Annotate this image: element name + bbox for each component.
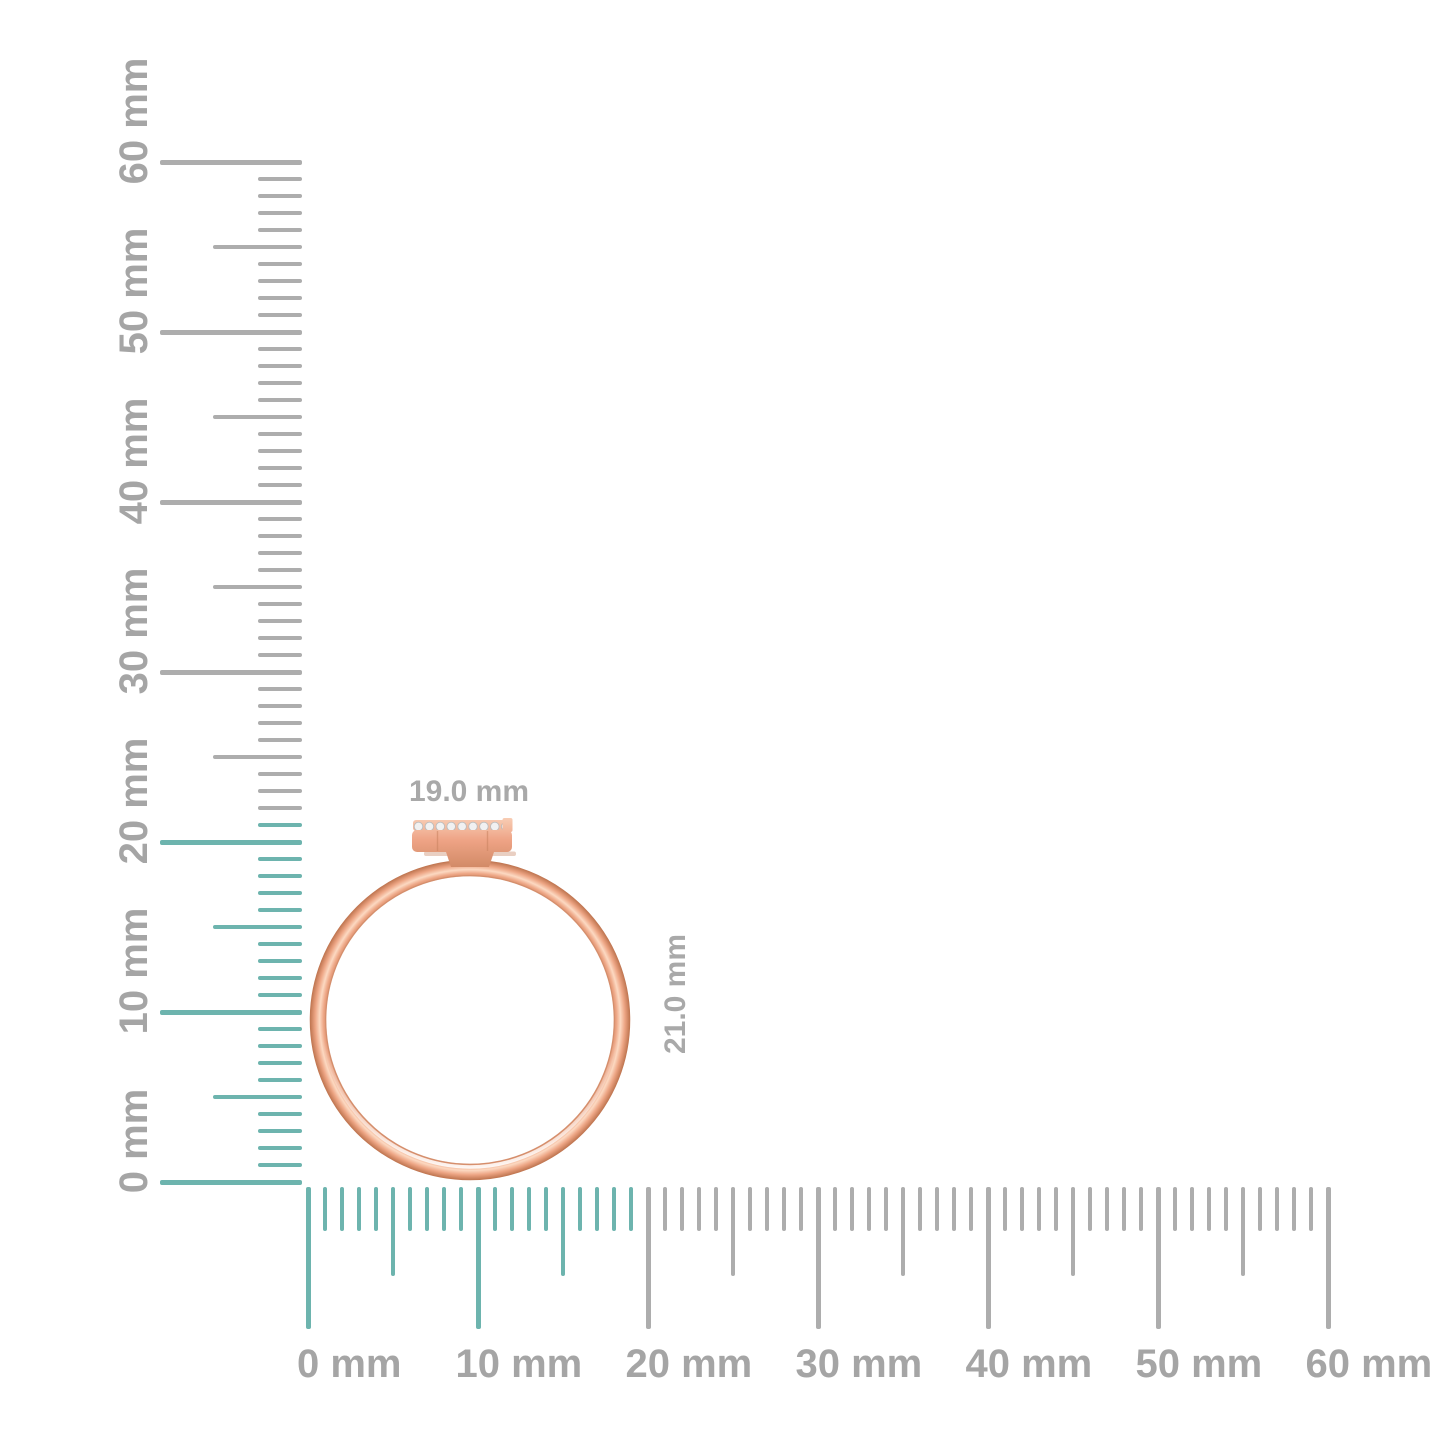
ring-band-inner-edge <box>325 875 616 1166</box>
ring-head-bar <box>412 830 512 852</box>
diamond-stone <box>468 821 478 832</box>
diamond-stone <box>479 821 489 832</box>
ring-height-annotation: 21.0 mm <box>659 933 692 1055</box>
ring-head-tab <box>502 818 513 832</box>
ring-band-highlight <box>321 871 619 1169</box>
diamond-stone <box>446 821 456 832</box>
diamond-stone <box>457 821 467 832</box>
diamond-stone <box>490 821 500 832</box>
ring-width-annotation: 19.0 mm <box>408 775 530 808</box>
ring-band <box>309 859 631 1181</box>
diamond-stone <box>413 821 424 832</box>
diamond-stone <box>435 821 446 832</box>
ring-head-connector <box>446 852 494 867</box>
diamond-row <box>413 821 511 832</box>
diamond-stone <box>424 821 435 832</box>
